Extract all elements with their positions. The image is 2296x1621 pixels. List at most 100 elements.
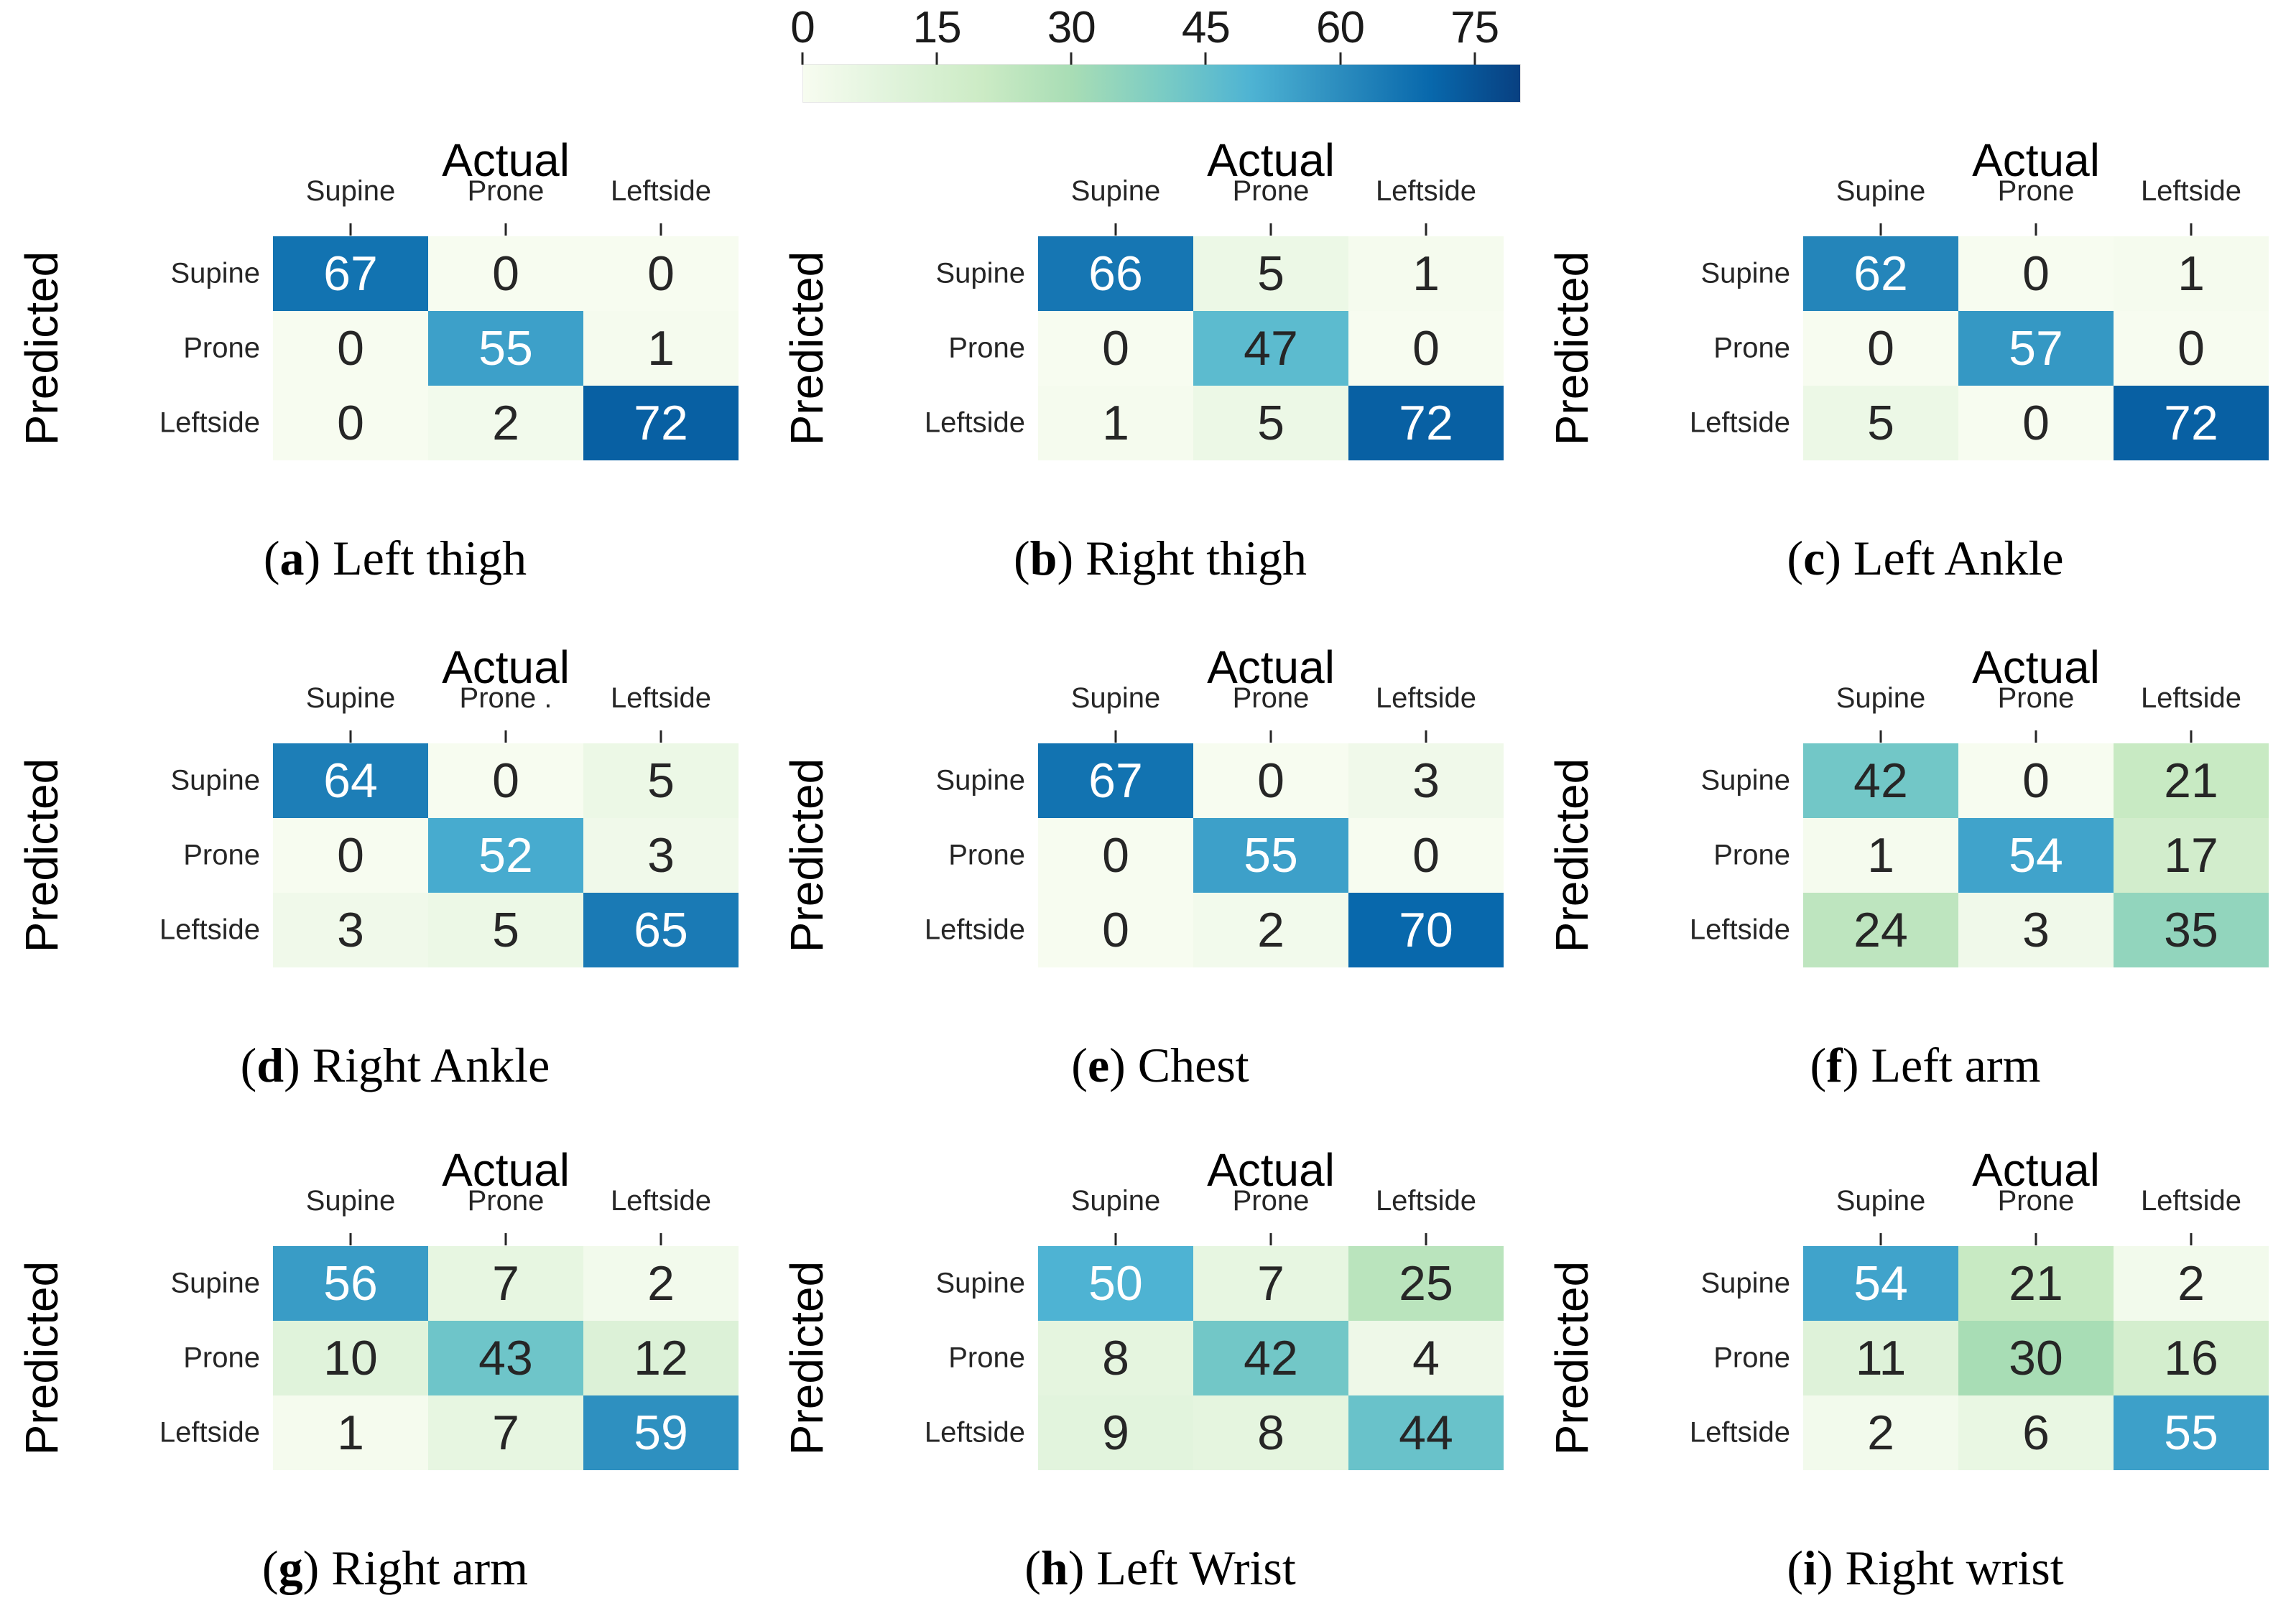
cell-value: 0 xyxy=(337,396,364,450)
heatmap-cell: 0 xyxy=(1958,386,2114,460)
col-label: Leftside xyxy=(2140,175,2242,207)
confusion-matrix-panel: Actual Predicted Supine Prone Leftside 54 2… xyxy=(1530,1125,2295,1621)
col-label: Leftside xyxy=(610,175,712,207)
colorbar-tick-mark xyxy=(1339,52,1341,65)
heatmap: 54 21 2 11 30 16 2 6 55 xyxy=(1803,1246,2269,1470)
col-tick-mark xyxy=(504,730,507,743)
heatmap-cell: 0 xyxy=(1038,893,1193,967)
cell-value: 2 xyxy=(1867,1406,1894,1460)
cell-value: 5 xyxy=(1257,246,1284,301)
caption-paren-close: ) xyxy=(1816,1541,1846,1595)
cell-value: 11 xyxy=(1855,1331,1907,1385)
cell-value: 72 xyxy=(2164,396,2218,450)
confusion-matrix-panel: Actual Predicted Supine Prone Leftside 42 0… xyxy=(1530,622,2295,1125)
confusion-matrix-panel: Actual Predicted Supine Prone Leftside 66 5… xyxy=(765,115,1530,618)
col-tick-mark xyxy=(349,223,352,236)
heatmap-cell: 2 xyxy=(1803,1395,1958,1470)
heatmap-cell: 0 xyxy=(1038,818,1193,893)
x-axis-title: Actual xyxy=(442,134,570,186)
x-axis-title: Actual xyxy=(1207,641,1335,693)
heatmap-cell: 0 xyxy=(1348,818,1504,893)
heatmap-cell: 0 xyxy=(1348,311,1504,386)
heatmap-cell: 24 xyxy=(1803,893,1958,967)
panel-caption: (b) Right thigh xyxy=(801,530,1519,587)
heatmap-cell: 54 xyxy=(1958,818,2114,893)
row-label: Leftside xyxy=(159,407,260,439)
caption-paren-open: ( xyxy=(1787,531,1804,585)
heatmap-cell: 72 xyxy=(1348,386,1504,460)
heatmap-cell: 0 xyxy=(1958,743,2114,818)
col-tick-mark xyxy=(2035,1233,2037,1245)
col-label: Leftside xyxy=(610,682,712,714)
col-label: Supine xyxy=(1836,682,1926,714)
col-tick-mark xyxy=(2190,223,2193,236)
cell-value: 2 xyxy=(1257,903,1284,957)
col-label: Supine xyxy=(305,682,396,714)
col-tick-mark xyxy=(1425,223,1427,236)
cell-value: 55 xyxy=(1244,828,1298,883)
caption-text: Left Ankle xyxy=(1853,531,2064,585)
heatmap-cell: 7 xyxy=(428,1395,583,1470)
col-label: Prone xyxy=(1232,175,1310,207)
heatmap-cell: 0 xyxy=(1958,236,2114,311)
heatmap-cell: 5 xyxy=(428,893,583,967)
cell-value: 0 xyxy=(1102,828,1129,883)
row-label: Prone xyxy=(948,1342,1025,1374)
row-label: Supine xyxy=(1700,257,1790,289)
heatmap: 42 0 21 1 54 17 24 3 35 xyxy=(1803,743,2269,967)
heatmap: 67 0 3 0 55 0 0 2 70 xyxy=(1038,743,1504,967)
heatmap-cell: 1 xyxy=(2114,236,2269,311)
caption-text: Right thigh xyxy=(1085,531,1307,585)
cell-value: 0 xyxy=(1102,903,1129,957)
row-label: Leftside xyxy=(924,407,1025,439)
heatmap-cell: 21 xyxy=(2114,743,2269,818)
cell-value: 55 xyxy=(478,321,533,376)
cell-value: 43 xyxy=(478,1331,533,1385)
col-tick-mark xyxy=(659,223,662,236)
cell-value: 70 xyxy=(1399,903,1453,957)
cell-value: 0 xyxy=(337,321,364,376)
cell-value: 25 xyxy=(1399,1256,1453,1311)
heatmap-cell: 30 xyxy=(1958,1321,2114,1395)
caption-paren-open: ( xyxy=(1810,1038,1827,1092)
caption-text: Left Wrist xyxy=(1096,1541,1296,1595)
heatmap-cell: 0 xyxy=(583,236,739,311)
col-tick-mark xyxy=(504,223,507,236)
heatmap-cell: 56 xyxy=(273,1246,428,1321)
heatmap-cell: 0 xyxy=(1038,311,1193,386)
heatmap-cell: 54 xyxy=(1803,1246,1958,1321)
col-label: Supine xyxy=(305,175,396,207)
heatmap-cell: 65 xyxy=(583,893,739,967)
cell-value: 0 xyxy=(2177,321,2205,376)
heatmap-cell: 50 xyxy=(1038,1246,1193,1321)
col-label: Leftside xyxy=(1375,682,1477,714)
caption-paren-open: ( xyxy=(240,1038,257,1092)
heatmap-cell: 8 xyxy=(1038,1321,1193,1395)
col-tick-mark xyxy=(1114,223,1117,236)
heatmap-cell: 1 xyxy=(1803,818,1958,893)
heatmap-cell: 21 xyxy=(1958,1246,2114,1321)
cell-value: 42 xyxy=(1244,1331,1298,1385)
cell-value: 9 xyxy=(1102,1406,1129,1460)
cell-value: 0 xyxy=(337,828,364,883)
x-axis-title: Actual xyxy=(442,641,570,693)
heatmap-cell: 8 xyxy=(1193,1395,1348,1470)
row-label: Prone xyxy=(183,332,260,364)
caption-text: Left thigh xyxy=(333,531,527,585)
cell-value: 1 xyxy=(1867,828,1894,883)
heatmap-cell: 2 xyxy=(583,1246,739,1321)
heatmap-cell: 5 xyxy=(1803,386,1958,460)
col-tick-mark xyxy=(659,1233,662,1245)
col-tick-mark xyxy=(349,1233,352,1245)
heatmap-cell: 16 xyxy=(2114,1321,2269,1395)
row-label: Prone xyxy=(948,332,1025,364)
x-axis-title: Actual xyxy=(1972,1144,2100,1196)
heatmap-cell: 0 xyxy=(273,386,428,460)
heatmap-cell: 2 xyxy=(428,386,583,460)
colorbar-tick-label: 60 xyxy=(1316,3,1365,52)
heatmap-cell: 7 xyxy=(1193,1246,1348,1321)
cell-value: 0 xyxy=(2022,396,2050,450)
heatmap-cell: 42 xyxy=(1803,743,1958,818)
cell-value: 0 xyxy=(1867,321,1894,376)
cell-value: 54 xyxy=(2009,828,2063,883)
